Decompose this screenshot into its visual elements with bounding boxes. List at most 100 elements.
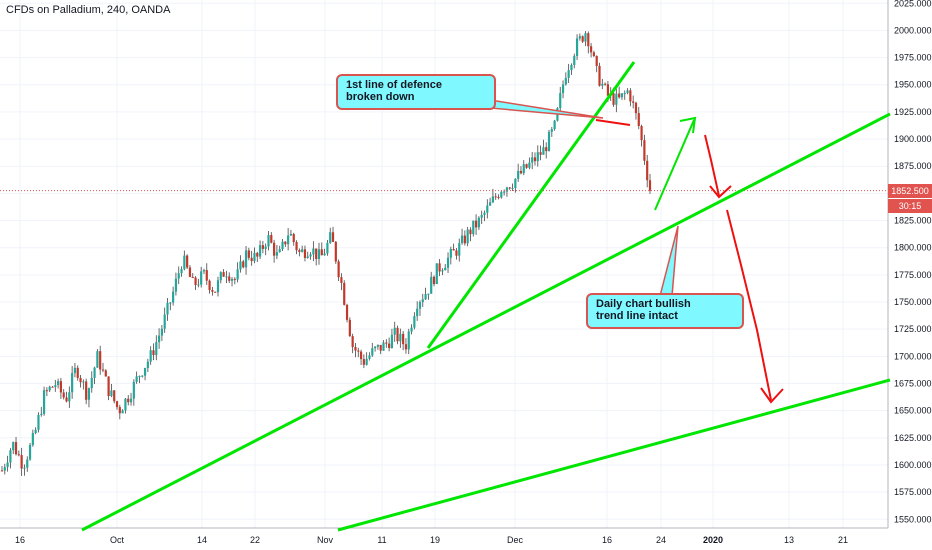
price-tick-label: 1575.000 (894, 487, 932, 497)
price-tick-label: 1875.000 (894, 161, 932, 171)
candle-body (6, 462, 9, 468)
candle-body (455, 250, 458, 256)
candle-body (320, 249, 323, 256)
candle-body (337, 261, 340, 278)
candle-body (160, 328, 163, 336)
candle-body (0, 470, 4, 472)
candle-body (469, 229, 472, 235)
callout-line-2: broken down (346, 91, 415, 103)
price-tick-label: 1700.000 (894, 351, 932, 361)
price-tick-label: 1800.000 (894, 243, 932, 253)
candle-body (483, 212, 486, 215)
candle-body (40, 413, 43, 415)
price-tick-label: 1550.000 (894, 514, 932, 524)
candle-body (334, 241, 337, 262)
candle-body (424, 294, 427, 300)
candle-body (525, 164, 528, 168)
candle-body (115, 401, 119, 408)
candle-body (239, 261, 242, 270)
candle-body (157, 335, 161, 343)
candle-body (587, 33, 590, 47)
candle-body (174, 278, 178, 292)
price-tick-label: 1725.000 (894, 324, 932, 334)
candle-body (225, 276, 228, 278)
time-tick-label: Oct (110, 535, 125, 545)
price-tick-label: 2025.000 (894, 0, 932, 8)
candle-body (253, 252, 256, 262)
price-tick-label: 1950.000 (894, 80, 932, 90)
forecast-path-down-1 (704, 134, 720, 197)
candle-body (242, 261, 245, 268)
candle-body (228, 276, 231, 281)
candle-body (343, 282, 346, 305)
candle-body (407, 331, 410, 350)
candle-body (575, 38, 579, 57)
candle-body (410, 327, 413, 332)
trend-line-daily (81, 112, 891, 532)
candle-body (601, 83, 604, 86)
candle-body (230, 278, 234, 281)
candle-body (589, 46, 593, 53)
candle-body (416, 308, 419, 317)
candle-body (12, 442, 15, 451)
candle-body (623, 93, 626, 95)
candle-body (211, 289, 214, 292)
candle-body (191, 276, 194, 278)
candle-body (466, 229, 469, 244)
candle-body (107, 376, 110, 397)
candle-body (247, 250, 250, 258)
candle-body (45, 390, 48, 392)
candle-body (79, 377, 82, 383)
candle-body (93, 367, 96, 378)
candle-body (553, 120, 556, 130)
candle-body (376, 344, 379, 347)
candle-body (138, 376, 141, 378)
candle-body (99, 351, 102, 370)
candle-body (584, 33, 587, 42)
candle-body (51, 386, 54, 388)
time-tick-label: 24 (656, 535, 666, 545)
candle-body (31, 433, 34, 445)
candle-body (359, 351, 363, 360)
candle-body (494, 196, 497, 198)
candle-body (205, 270, 208, 281)
candle-body (629, 90, 632, 102)
candle-body (298, 250, 301, 252)
candle-body (458, 243, 461, 256)
price-tick-label: 1675.000 (894, 379, 932, 389)
candle-body (143, 368, 147, 376)
candle-body (615, 93, 618, 105)
callout-pointer-1 (489, 99, 604, 119)
trend-line-short-term (426, 61, 636, 349)
candle-body (634, 102, 638, 114)
price-tick-label: 1925.000 (894, 107, 932, 117)
candle-body (539, 152, 542, 155)
candle-body (37, 414, 40, 430)
candle-body (505, 187, 509, 192)
candle-body (281, 241, 284, 250)
candle-body (438, 263, 441, 272)
candle-body (578, 36, 581, 39)
candle-body (287, 235, 290, 245)
candle-body (76, 367, 79, 378)
candle-body (82, 381, 85, 383)
candle-body (68, 392, 71, 402)
candle-body (444, 267, 447, 271)
candle-body (531, 157, 534, 163)
candle-body (200, 271, 203, 285)
candle-body (180, 269, 183, 274)
current-price-tag: 1852.500 (888, 183, 932, 198)
candle-body (449, 249, 452, 258)
candle-body (278, 249, 281, 253)
callout-line-4: trend line intact (596, 310, 678, 322)
candle-body (399, 333, 402, 342)
candle-body (135, 376, 138, 382)
candle-body (73, 367, 77, 374)
candle-body (17, 454, 20, 456)
candle-body (169, 302, 172, 304)
candle-body (329, 232, 332, 243)
candle-body (477, 217, 480, 228)
candle-body (640, 125, 643, 141)
candle-body (497, 196, 500, 198)
candle-body (183, 255, 186, 270)
